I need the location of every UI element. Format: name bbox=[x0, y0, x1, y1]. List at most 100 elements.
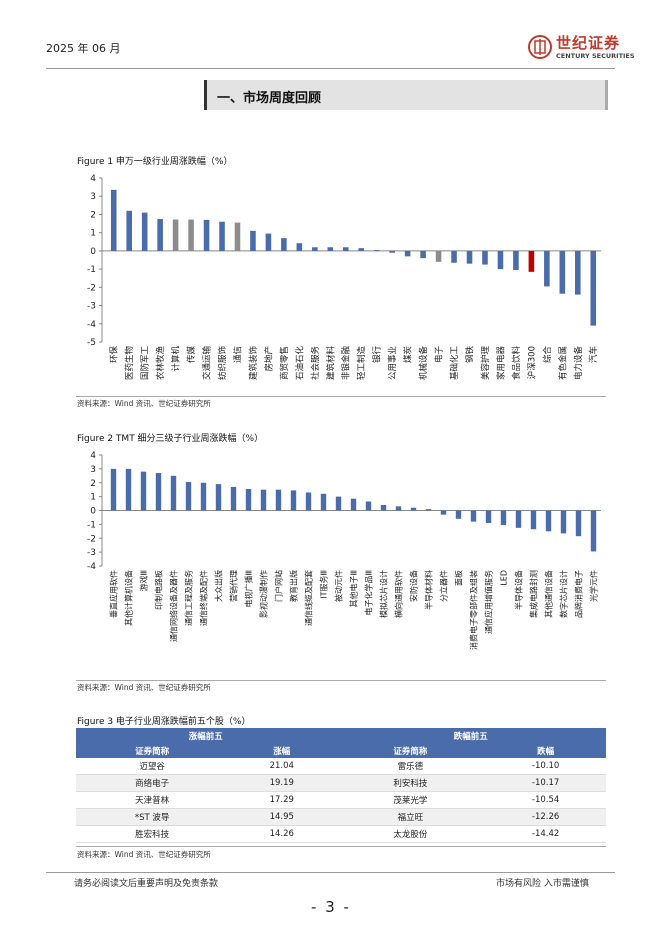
x-category-label: 通信终端及配件 bbox=[198, 570, 208, 626]
bar bbox=[188, 219, 194, 251]
x-category-label: 基础化工 bbox=[449, 346, 460, 381]
x-category-label: 房地产 bbox=[263, 346, 274, 372]
y-tick-label: 4 bbox=[90, 174, 96, 184]
x-category-label: 面板 bbox=[453, 570, 463, 586]
bar bbox=[230, 486, 237, 511]
x-category-label: 石油石化 bbox=[294, 346, 305, 381]
bar bbox=[215, 484, 222, 511]
x-category-label: 营销代理 bbox=[228, 570, 238, 602]
x-category-label: 有色金属 bbox=[557, 346, 568, 380]
bar bbox=[530, 510, 537, 530]
x-category-label: 沪深300 bbox=[526, 346, 537, 379]
x-category-label: 通信 bbox=[232, 346, 243, 364]
bar bbox=[312, 247, 318, 251]
x-category-label: 非银金融 bbox=[341, 346, 352, 381]
x-category-label: 传媒 bbox=[186, 346, 197, 364]
bar bbox=[500, 510, 507, 526]
bar bbox=[335, 496, 342, 511]
table-row: 胜宏科技 14.26 太龙股份 -14.42 bbox=[76, 825, 606, 843]
bar bbox=[126, 210, 132, 251]
x-category-label: 大众出版 bbox=[213, 570, 223, 602]
x-category-label: 半导体材料 bbox=[423, 570, 433, 610]
bar bbox=[281, 238, 287, 251]
figure1-title: Figure 1 申万一级行业周涨跌幅（%） bbox=[77, 157, 233, 167]
bar bbox=[559, 250, 566, 294]
bar bbox=[513, 250, 519, 271]
up-stock-name: 迈望谷 bbox=[76, 758, 229, 775]
bar bbox=[410, 507, 417, 511]
footer-divider bbox=[46, 872, 615, 873]
down-stock-value: -10.54 bbox=[485, 791, 606, 809]
bar bbox=[219, 221, 225, 251]
down-stock-value: -10.17 bbox=[485, 774, 606, 792]
x-category-label: 美容护理 bbox=[480, 346, 491, 381]
bar bbox=[185, 482, 192, 511]
y-tick-label: -3 bbox=[87, 302, 96, 312]
x-category-label: 数字芯片设计 bbox=[558, 570, 568, 618]
footer-risk-notice: 市场有风险 入市需谨慎 bbox=[496, 879, 589, 889]
x-category-label: 计算机 bbox=[171, 346, 182, 372]
bar bbox=[265, 233, 272, 251]
x-category-label: 钢铁 bbox=[464, 346, 475, 364]
bar bbox=[451, 250, 457, 263]
bar bbox=[435, 250, 442, 262]
table-row: *ST 波导 14.95 福立旺 -12.26 bbox=[76, 808, 606, 826]
figure3-table: 涨幅前五 跌幅前五 证券简称 涨幅 证券简称 跌幅 迈望谷 21.04 雷乐德 … bbox=[76, 728, 606, 843]
up-stock-name: 胜宏科技 bbox=[76, 825, 229, 843]
bar bbox=[250, 230, 256, 251]
y-tick-label: 0 bbox=[90, 507, 96, 517]
x-category-label: IT服务Ⅲ bbox=[318, 570, 328, 599]
bar bbox=[575, 250, 581, 295]
up-stock-value: 21.04 bbox=[228, 758, 336, 775]
x-category-label: 分立器件 bbox=[438, 570, 448, 602]
bar bbox=[497, 250, 504, 270]
x-category-label: 通信工程及服务 bbox=[183, 570, 193, 626]
x-category-label: 半导体设备 bbox=[513, 570, 523, 610]
bar bbox=[395, 506, 402, 511]
x-category-label: 电子 bbox=[434, 346, 445, 364]
y-tick-label: 4 bbox=[90, 451, 96, 461]
figure2-chart: 4 3 2 1 0 -1 -2 -3 -4 垂直应用软件 其他计算机设备 游戏Ⅲ 印制电路板 通信网络设备… bbox=[87, 451, 601, 650]
section-title-box: 一、市场周度回顾 bbox=[204, 80, 608, 110]
y-tick-label: 2 bbox=[90, 210, 96, 220]
bar bbox=[305, 492, 312, 511]
bar bbox=[590, 250, 597, 326]
y-tick-label: -4 bbox=[87, 562, 96, 572]
x-category-label: 光学元件 bbox=[588, 570, 598, 602]
x-category-label: 安防设备 bbox=[408, 570, 418, 602]
x-category-label: 通信网络设备及器件 bbox=[168, 570, 178, 642]
x-category-label: 通信线缆及配套 bbox=[303, 570, 313, 626]
y-tick-label: 2 bbox=[90, 479, 96, 489]
section-title: 一、市场周度回顾 bbox=[217, 91, 322, 106]
x-category-label: 食品饮料 bbox=[511, 346, 522, 381]
col-header-name: 证券简称 bbox=[335, 743, 486, 758]
x-category-label: 机械设备 bbox=[418, 346, 429, 381]
x-category-label: 其他通信设备 bbox=[543, 570, 553, 618]
logo-brand-cn: 世纪证券 bbox=[556, 34, 621, 52]
bar bbox=[110, 189, 117, 251]
x-category-label: 品牌消费电子 bbox=[573, 570, 583, 618]
down-stock-name: 福立旺 bbox=[335, 808, 486, 826]
header-divider bbox=[46, 68, 615, 69]
table-row: 天津普林 17.29 茂莱光学 -10.54 bbox=[76, 791, 606, 809]
down-stock-value: -14.42 bbox=[485, 825, 606, 843]
x-category-label: 影视动漫制作 bbox=[258, 570, 268, 618]
company-logo: 世纪证券 CENTURY SECURITIES bbox=[528, 32, 635, 64]
table-header-bottom: 跌幅前五 bbox=[335, 728, 606, 743]
x-category-label: 集成电路封测 bbox=[528, 570, 538, 618]
x-category-label: 电子化学品Ⅲ bbox=[363, 570, 373, 616]
x-category-label: 建筑装饰 bbox=[248, 346, 259, 381]
bar bbox=[141, 212, 148, 251]
bar bbox=[590, 510, 597, 552]
figure1-chart: 4 3 2 1 0 -1 -2 -3 -4 -5 环保 医药生物 国防军工 农林牧渔 计算机 传媒 交通运输 纺织… bbox=[87, 174, 601, 381]
x-category-label: 其他电子Ⅲ bbox=[348, 570, 358, 608]
x-category-label: 建筑材料 bbox=[325, 346, 336, 381]
x-category-label: LED bbox=[499, 570, 508, 586]
bar bbox=[342, 247, 349, 251]
col-header-down: 跌幅 bbox=[485, 743, 606, 758]
y-tick-label: -2 bbox=[87, 534, 96, 544]
down-stock-name: 太龙股份 bbox=[335, 825, 486, 843]
bar bbox=[380, 504, 387, 511]
x-category-label: 电视广播Ⅲ bbox=[243, 570, 253, 608]
up-stock-value: 19.19 bbox=[228, 774, 336, 792]
